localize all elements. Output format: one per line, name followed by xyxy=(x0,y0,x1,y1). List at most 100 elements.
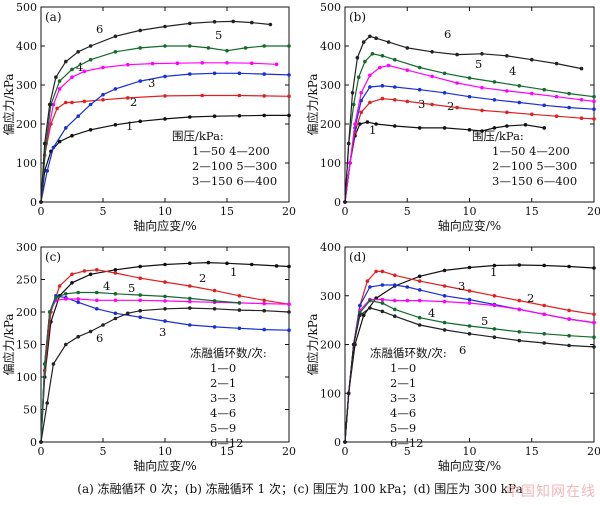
data-point xyxy=(505,54,509,58)
data-point xyxy=(374,122,378,126)
data-point xyxy=(393,57,397,62)
series-label: 3 xyxy=(159,325,166,339)
data-point xyxy=(55,106,59,111)
watermark: 中国知网在线 xyxy=(506,484,596,500)
legend-entry: 1—50 4—200 xyxy=(492,144,570,158)
data-point xyxy=(592,99,596,104)
data-point xyxy=(212,71,217,76)
data-point xyxy=(101,92,105,97)
series-line xyxy=(344,307,595,443)
data-point xyxy=(126,311,130,316)
data-point xyxy=(76,290,80,295)
series-label: 5 xyxy=(475,57,482,71)
series-label: 4 xyxy=(428,306,435,320)
data-point xyxy=(492,80,497,84)
data-point xyxy=(346,391,351,396)
data-point xyxy=(517,298,522,303)
data-point xyxy=(567,105,571,110)
plot-frame xyxy=(40,246,290,443)
data-point xyxy=(592,345,596,349)
data-point xyxy=(480,129,484,133)
data-point xyxy=(442,91,447,95)
x-tick-label: 15 xyxy=(220,445,234,458)
series-label: 2 xyxy=(527,291,534,305)
series-line xyxy=(40,62,277,203)
data-point xyxy=(517,84,522,88)
data-point xyxy=(417,323,422,327)
data-point xyxy=(405,298,410,303)
y-tick-label: 200 xyxy=(16,306,37,319)
data-point xyxy=(505,110,509,115)
series-2: 2 xyxy=(343,96,596,204)
data-point xyxy=(70,133,74,138)
x-tick-label: 0 xyxy=(38,205,45,218)
x-axis-label: 轴向应变/% xyxy=(133,218,196,233)
data-point xyxy=(592,312,596,317)
data-point xyxy=(365,279,370,283)
data-point xyxy=(200,61,204,65)
data-point xyxy=(76,114,80,118)
data-point xyxy=(380,309,385,314)
data-point xyxy=(250,61,254,65)
data-point xyxy=(138,264,142,269)
legend-entry: 1—0 xyxy=(210,361,236,375)
data-point xyxy=(138,119,142,124)
x-tick-label: 10 xyxy=(158,445,172,458)
y-tick-label: 300 xyxy=(16,241,37,254)
data-point xyxy=(380,96,385,101)
data-point xyxy=(530,57,534,62)
data-point xyxy=(101,323,105,327)
data-point xyxy=(163,117,167,121)
data-point xyxy=(480,85,484,90)
data-point xyxy=(455,81,459,85)
data-point xyxy=(188,284,192,288)
data-point xyxy=(54,295,58,300)
data-point xyxy=(467,289,472,293)
data-point xyxy=(492,335,497,340)
data-point xyxy=(386,40,391,44)
data-point xyxy=(393,85,397,89)
y-tick-label: 0 xyxy=(334,436,341,449)
data-point xyxy=(70,281,74,285)
data-point xyxy=(467,301,472,305)
data-point xyxy=(237,294,242,298)
data-point xyxy=(492,98,497,102)
x-tick-label: 10 xyxy=(158,205,172,218)
data-point xyxy=(554,114,559,118)
y-tick-label: 300 xyxy=(320,79,341,92)
data-point xyxy=(542,263,546,268)
data-point xyxy=(262,308,267,313)
data-point xyxy=(212,325,217,329)
data-point xyxy=(57,139,62,144)
data-point xyxy=(287,310,291,314)
data-point xyxy=(287,264,291,269)
data-point xyxy=(417,315,422,320)
x-tick-label: 5 xyxy=(404,445,411,458)
data-point xyxy=(417,126,422,130)
data-point xyxy=(64,126,68,130)
data-point xyxy=(70,100,74,105)
data-point xyxy=(250,262,254,267)
y-tick-label: 200 xyxy=(320,339,341,352)
data-point xyxy=(64,297,68,301)
data-point xyxy=(350,91,355,95)
series-label: 4 xyxy=(103,279,110,293)
series-6: 6 xyxy=(39,306,291,444)
data-point xyxy=(393,298,397,303)
data-point xyxy=(237,71,242,76)
data-point xyxy=(355,55,360,60)
series-6: 6 xyxy=(39,19,273,204)
legend-entry: 1—0 xyxy=(390,361,416,375)
x-tick-label: 15 xyxy=(525,205,539,218)
data-point xyxy=(212,114,217,118)
data-point xyxy=(361,40,366,44)
data-point xyxy=(268,22,273,27)
data-point xyxy=(579,98,584,102)
data-point xyxy=(57,79,62,83)
series-label: 1 xyxy=(369,123,376,137)
data-point xyxy=(393,124,397,128)
data-point xyxy=(430,74,434,79)
y-tick-label: 0 xyxy=(30,436,37,449)
data-point xyxy=(237,326,242,331)
